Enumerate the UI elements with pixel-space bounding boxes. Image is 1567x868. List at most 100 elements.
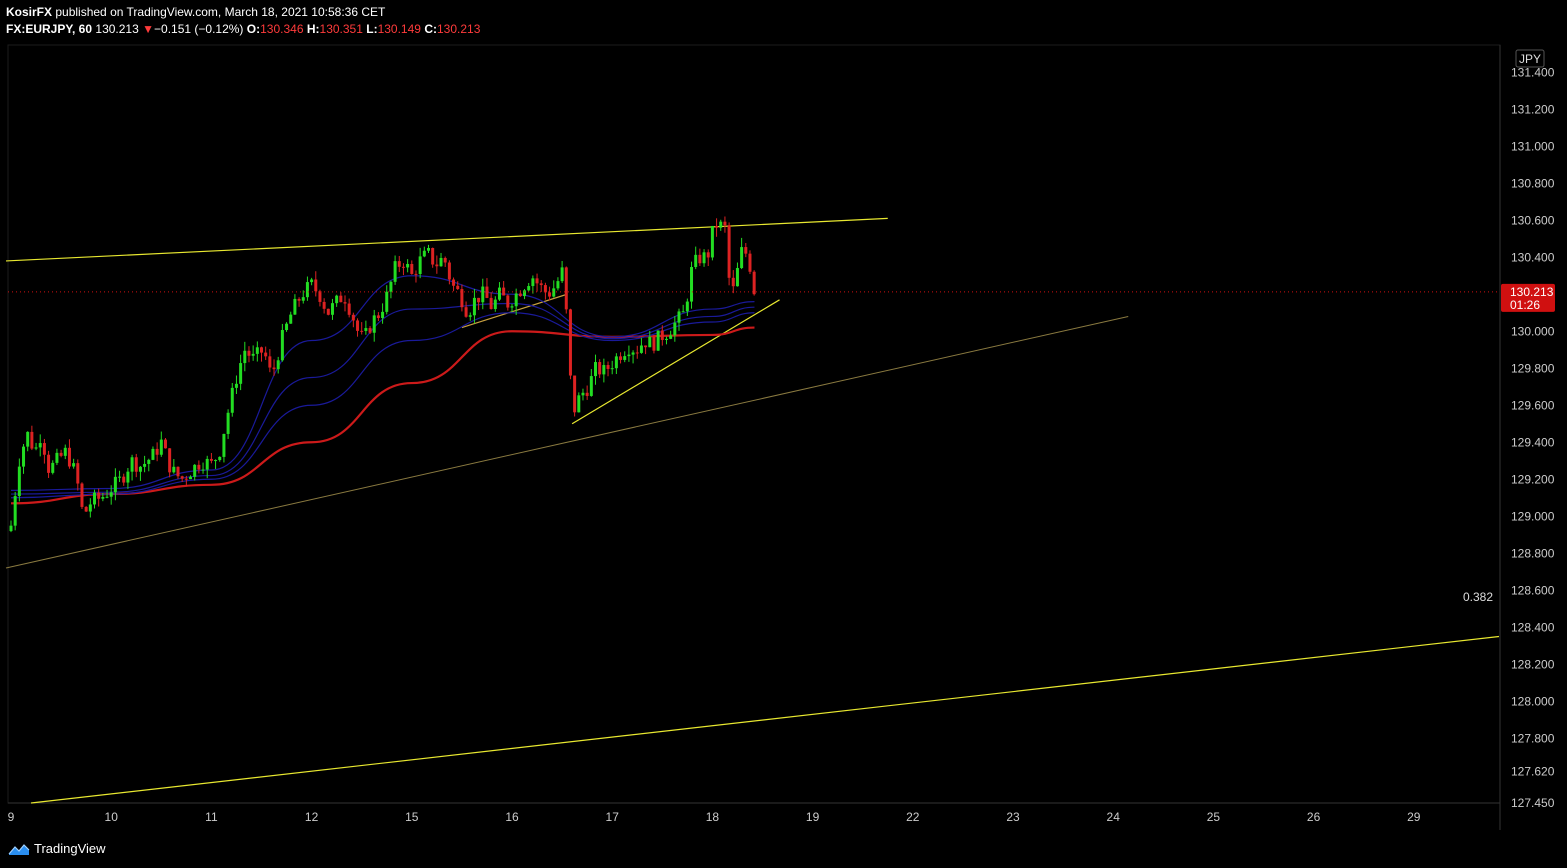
candle-body [710,225,714,258]
candle-body [443,257,447,263]
candle-body [439,257,443,267]
candle-body [585,392,589,396]
candle-body [539,283,543,286]
tradingview-icon [8,843,30,855]
y-tick-label: 131.400 [1511,65,1555,79]
candle-body [552,288,556,297]
candle-body [418,256,422,275]
candle-body [431,248,435,265]
candle-body [719,221,723,228]
candle-body [623,356,627,360]
brand-label: TradingView [34,841,106,856]
candle-body [364,328,368,331]
candle-body [289,314,293,324]
candle-body [644,345,648,348]
candle-body [276,360,280,370]
candle-body [26,431,30,447]
candle-body [677,311,681,323]
candle-body [589,376,593,396]
author-name[interactable]: KosirFX [6,5,53,19]
y-tick-label: 130.600 [1511,213,1555,227]
change-down-icon: ▼ [142,22,155,36]
candle-body [118,476,122,478]
y-tick-label: 128.600 [1511,583,1555,597]
trendline [5,315,1129,569]
candle-body [126,471,130,483]
current-price-tag [1501,283,1555,312]
candle-body [335,295,339,304]
candle-body [159,439,163,455]
candle-body [218,456,222,461]
candle-body [468,315,472,317]
candle-body [222,433,226,457]
candle-body [314,279,318,292]
candle-body [531,278,535,287]
candle-body [685,301,689,312]
candle-body [76,463,80,484]
candle-body [502,287,506,296]
candle-body [326,308,330,315]
open-label: O: [246,22,261,36]
candle-body [310,279,314,283]
candle-body [401,266,405,268]
candle-body [627,354,631,357]
candle-body [209,458,213,461]
candle-body [631,352,635,355]
x-tick-label: 18 [706,810,720,824]
candle-body [372,315,376,333]
candle-body [506,295,510,308]
candle-body [163,439,167,449]
trendline [571,299,780,425]
candle-body [427,248,430,251]
x-tick-label: 19 [806,810,820,824]
candle-body [251,353,255,356]
candle-body [381,311,385,319]
candle-body [389,281,393,292]
candle-body [560,267,564,282]
candle-body [535,278,539,284]
candle-body [88,504,92,512]
candle-body [368,328,372,333]
candle-body [239,363,243,384]
candle-body [322,301,326,309]
candle-body [376,315,380,319]
candle-body [272,367,276,370]
candle-body [84,506,88,512]
low-label: L: [366,22,378,36]
high-value: 130.351 [319,22,363,36]
candle-body [247,350,251,356]
current-price-label: 130.213 [1510,285,1554,299]
candle-body [226,412,230,434]
publish-info: KosirFX published on TradingView.com, Ma… [6,5,385,19]
candle-body [740,247,744,269]
candle-body [472,297,476,316]
candle-body [690,267,694,302]
candle-body [614,356,618,369]
moving-average-line [10,302,755,495]
last-price: 130.213 [95,22,139,36]
y-tick-label: 130.800 [1511,176,1555,190]
candle-body [347,303,351,315]
candle-body [568,309,572,376]
candle-body [197,464,201,470]
candle-body [147,459,151,464]
y-tick-label: 127.800 [1511,731,1555,745]
candle-body [113,476,117,493]
candle-body [694,254,698,268]
candle-body [243,350,247,364]
candle-body [715,225,719,228]
candle-body [172,466,176,473]
tradingview-logo[interactable]: TradingView [8,841,106,856]
candle-body [38,443,42,448]
candle-body [67,447,71,467]
candle-body [748,253,752,272]
low-value: 130.149 [377,22,421,36]
candle-body [55,452,59,463]
candle-body [477,297,481,303]
candle-body [598,362,602,375]
candle-body [581,392,585,396]
y-tick-label: 129.800 [1511,361,1555,375]
candle-body [293,298,297,315]
candle-body [356,320,360,331]
